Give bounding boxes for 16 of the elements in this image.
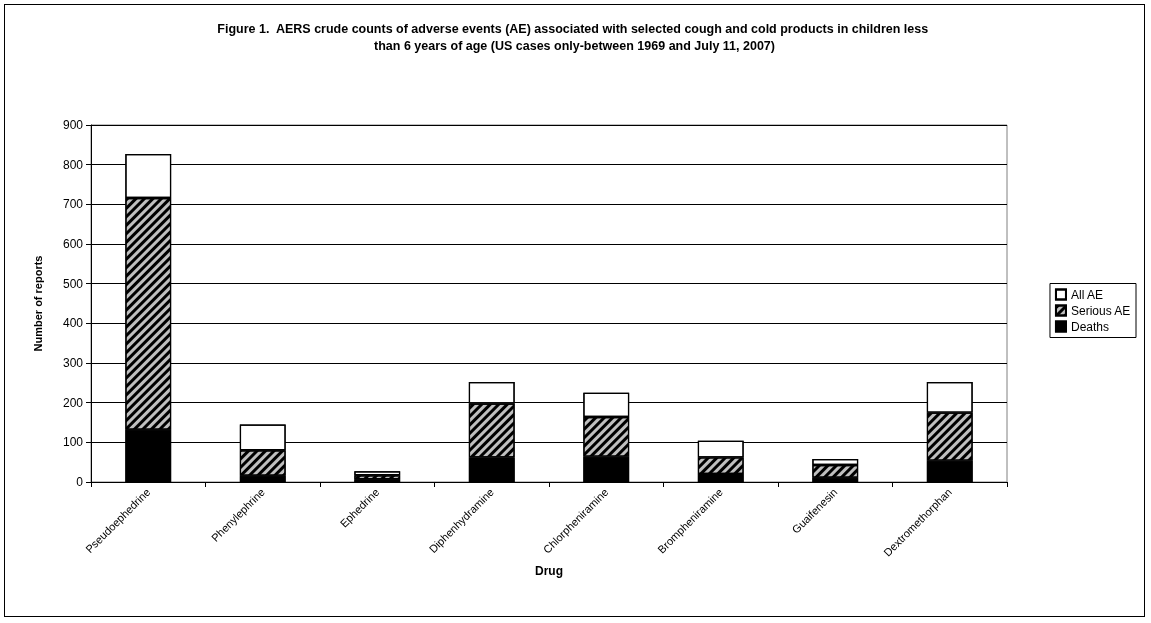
chart-title: Figure 1. AERS crude counts of adverse events (AE) associated with selected cough and cold products in children less than 6 years of age (US cases only-between 1969 and July 11, 2007) (217, 21, 932, 53)
legend-label: Deaths (1070, 319, 1109, 334)
legend-label: Serious AE (1070, 303, 1131, 318)
y-tick-label: 500 (62, 276, 84, 291)
y-tick-label: 900 (62, 118, 84, 132)
y-tick-label: 0 (76, 475, 84, 489)
y-tick-label: 600 (62, 237, 84, 251)
y-tick-label: 200 (62, 395, 84, 410)
y-axis-title: Number of reports (31, 255, 44, 352)
x-axis-title: Drug (535, 564, 563, 579)
y-tick-label: 800 (62, 157, 84, 172)
y-tick-label: 100 (62, 435, 84, 450)
y-tick-label: 300 (62, 356, 84, 370)
y-tick-label: 400 (62, 316, 84, 331)
y-tick-label: 700 (62, 197, 84, 212)
legend-label: All AE (1070, 287, 1103, 302)
